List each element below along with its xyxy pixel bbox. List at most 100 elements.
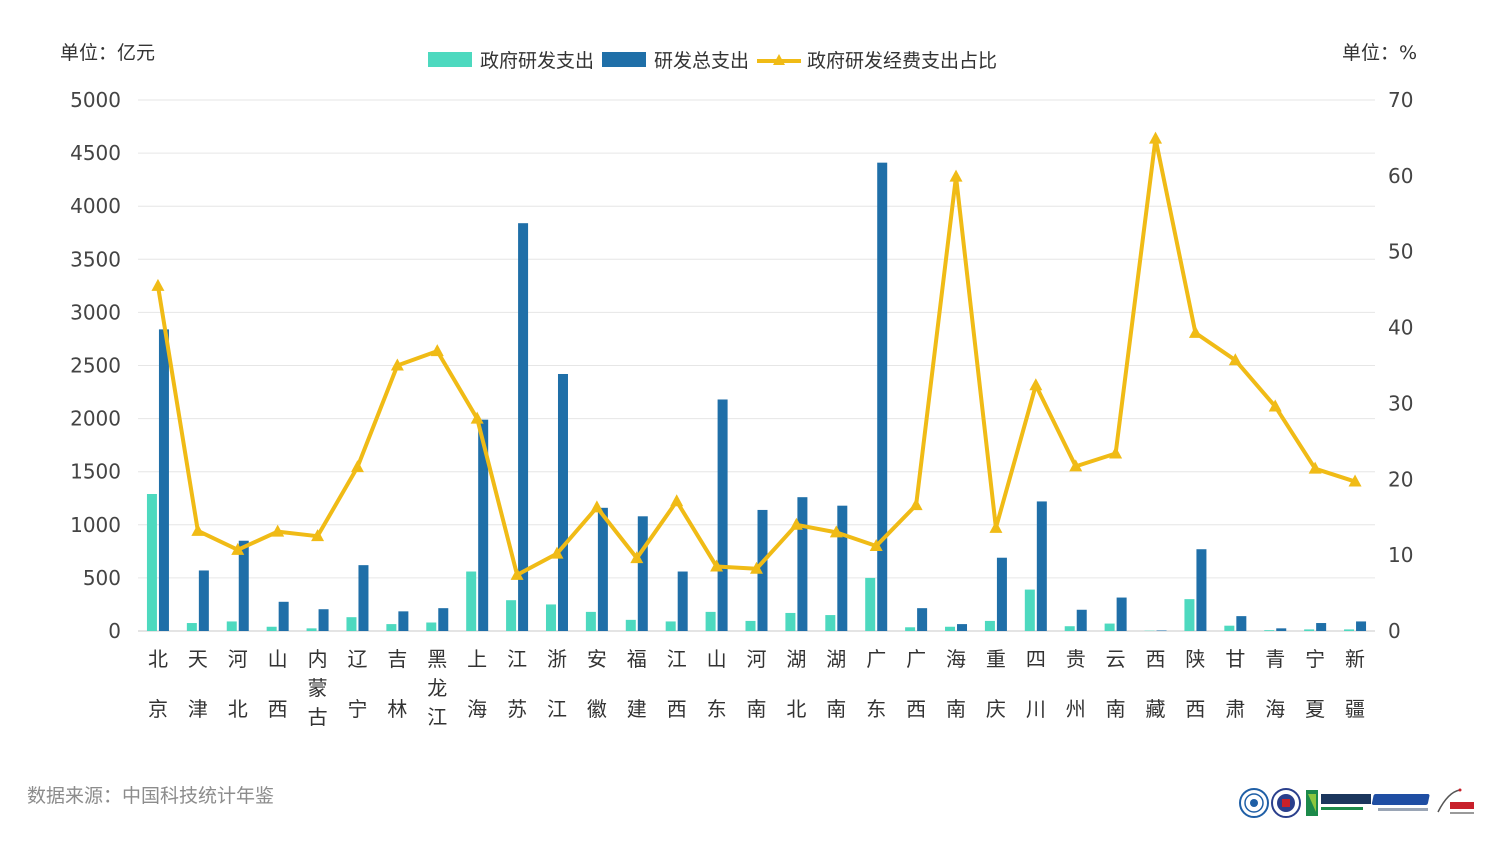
logo-strip bbox=[1239, 788, 1474, 818]
bar-total-rd bbox=[837, 505, 848, 631]
legend-item-ratio: 政府研发经费支出占比 bbox=[757, 46, 997, 73]
y-right-tick-label: 10 bbox=[1388, 543, 1413, 567]
right-axis-unit: 单位：% bbox=[1342, 42, 1418, 64]
x-tick-label: 新疆 bbox=[1345, 647, 1365, 721]
bar-gov-rd bbox=[1064, 626, 1075, 631]
x-tick-label: 辽宁 bbox=[347, 647, 367, 721]
bar-total-rd bbox=[1076, 609, 1087, 631]
bar-total-rd bbox=[1156, 630, 1167, 631]
ratio-point bbox=[590, 500, 604, 513]
ratio-point bbox=[470, 411, 484, 424]
x-tick-label: 江苏 bbox=[507, 647, 527, 721]
ratio-point bbox=[1268, 399, 1282, 412]
y-left-tick-label: 1000 bbox=[70, 513, 121, 537]
y-left-tick-label: 5000 bbox=[70, 88, 121, 112]
legend-label-gov: 政府研发支出 bbox=[480, 50, 595, 72]
y-right-tick-label: 50 bbox=[1388, 240, 1413, 264]
y-right-tick-label: 0 bbox=[1388, 619, 1401, 643]
bar-total-rd bbox=[1036, 501, 1047, 631]
x-tick-label: 天津 bbox=[188, 647, 208, 721]
x-tick-label: 陕西 bbox=[1185, 647, 1205, 721]
ratio-point bbox=[350, 460, 364, 473]
bar-total-rd bbox=[1236, 616, 1247, 631]
legend-marker-ratio bbox=[757, 53, 802, 65]
bar-total-rd bbox=[238, 540, 249, 631]
y-right-tick-label: 30 bbox=[1388, 391, 1413, 415]
y-left-tick-label: 2000 bbox=[70, 407, 121, 431]
bar-total-rd bbox=[597, 507, 608, 631]
bar-total-rd bbox=[797, 497, 808, 631]
ratio-point bbox=[231, 542, 245, 555]
bar-total-rd bbox=[1196, 549, 1207, 631]
ratio-point bbox=[1069, 459, 1083, 472]
y-right-tick-label: 60 bbox=[1388, 164, 1413, 188]
ratio-point bbox=[829, 525, 843, 538]
ratio-point bbox=[550, 546, 564, 559]
bar-gov-rd bbox=[1264, 630, 1275, 631]
ratio-point bbox=[271, 524, 285, 537]
bar-total-rd bbox=[677, 571, 688, 631]
university-logo bbox=[1271, 788, 1301, 818]
bar-gov-rd bbox=[1344, 629, 1355, 631]
bar-gov-rd bbox=[466, 571, 477, 631]
x-tick-label: 贵州 bbox=[1066, 647, 1086, 721]
bar-total-rd bbox=[198, 570, 209, 631]
bar-gov-rd bbox=[945, 626, 956, 631]
legend-label-ratio: 政府研发经费支出占比 bbox=[807, 50, 998, 72]
y-left-tick-label: 2500 bbox=[70, 354, 121, 378]
x-tick-label: 西藏 bbox=[1146, 647, 1166, 721]
ratio-point bbox=[1149, 131, 1163, 144]
bar-gov-rd bbox=[386, 624, 397, 631]
bar-total-rd bbox=[278, 601, 289, 631]
y-left-tick-label: 3000 bbox=[70, 300, 121, 324]
bar-gov-rd bbox=[745, 620, 756, 631]
bar-gov-rd bbox=[186, 623, 197, 631]
ratio-series-line bbox=[155, 136, 1356, 577]
bar-total-rd bbox=[1316, 623, 1327, 631]
x-tick-label: 广西 bbox=[906, 647, 926, 721]
x-tick-label: 内蒙古 bbox=[308, 647, 328, 729]
bar-gov-rd bbox=[1024, 589, 1035, 631]
x-tick-label: 湖北 bbox=[786, 647, 806, 721]
x-tick-label: 山东 bbox=[707, 647, 727, 721]
x-tick-label: 福建 bbox=[627, 647, 647, 721]
bar-gov-rd bbox=[665, 621, 676, 631]
ratio-point bbox=[1109, 446, 1123, 459]
ratio-point bbox=[1029, 378, 1043, 391]
x-tick-label: 青海 bbox=[1265, 647, 1285, 721]
bar-total-rd bbox=[158, 329, 169, 631]
y-left-tick-label: 4000 bbox=[70, 194, 121, 218]
x-tick-label: 云南 bbox=[1106, 647, 1126, 721]
legend-label-total: 研发总支出 bbox=[654, 50, 750, 72]
bar-gov-rd bbox=[585, 611, 596, 631]
bar-gov-rd bbox=[306, 628, 317, 631]
bar-gov-rd bbox=[146, 494, 157, 631]
x-tick-label: 河北 bbox=[228, 647, 248, 721]
bar-total-rd bbox=[478, 419, 489, 631]
y-left-tick-label: 3500 bbox=[70, 247, 121, 271]
ratio-point bbox=[1228, 353, 1242, 366]
ratio-point bbox=[1308, 461, 1322, 474]
bar-total-rd bbox=[518, 223, 529, 631]
ratio-point bbox=[430, 344, 444, 357]
bar-gov-rd bbox=[506, 600, 517, 631]
bar-gov-rd bbox=[226, 621, 237, 631]
bar-gov-rd bbox=[865, 577, 876, 631]
x-tick-label: 广东 bbox=[866, 647, 886, 721]
y-right-tick-label: 70 bbox=[1388, 88, 1413, 112]
y-left-tick-label: 4500 bbox=[70, 141, 121, 165]
ratio-point bbox=[390, 358, 404, 371]
ratio-point bbox=[909, 498, 923, 511]
chart-legend: 政府研发支出 研发总支出 政府研发经费支出占比 bbox=[428, 46, 1005, 73]
x-tick-label: 上海 bbox=[467, 647, 487, 721]
y-left-tick-label: 500 bbox=[83, 566, 121, 590]
x-tick-label: 浙江 bbox=[547, 647, 567, 721]
bar-gov-rd bbox=[625, 619, 636, 631]
bar-total-rd bbox=[557, 373, 568, 631]
bar-total-rd bbox=[358, 565, 369, 631]
x-tick-label: 吉林 bbox=[387, 647, 407, 721]
bar-gov-rd bbox=[266, 626, 277, 631]
ratio-point bbox=[1348, 474, 1362, 487]
bar-total-rd bbox=[757, 509, 768, 631]
